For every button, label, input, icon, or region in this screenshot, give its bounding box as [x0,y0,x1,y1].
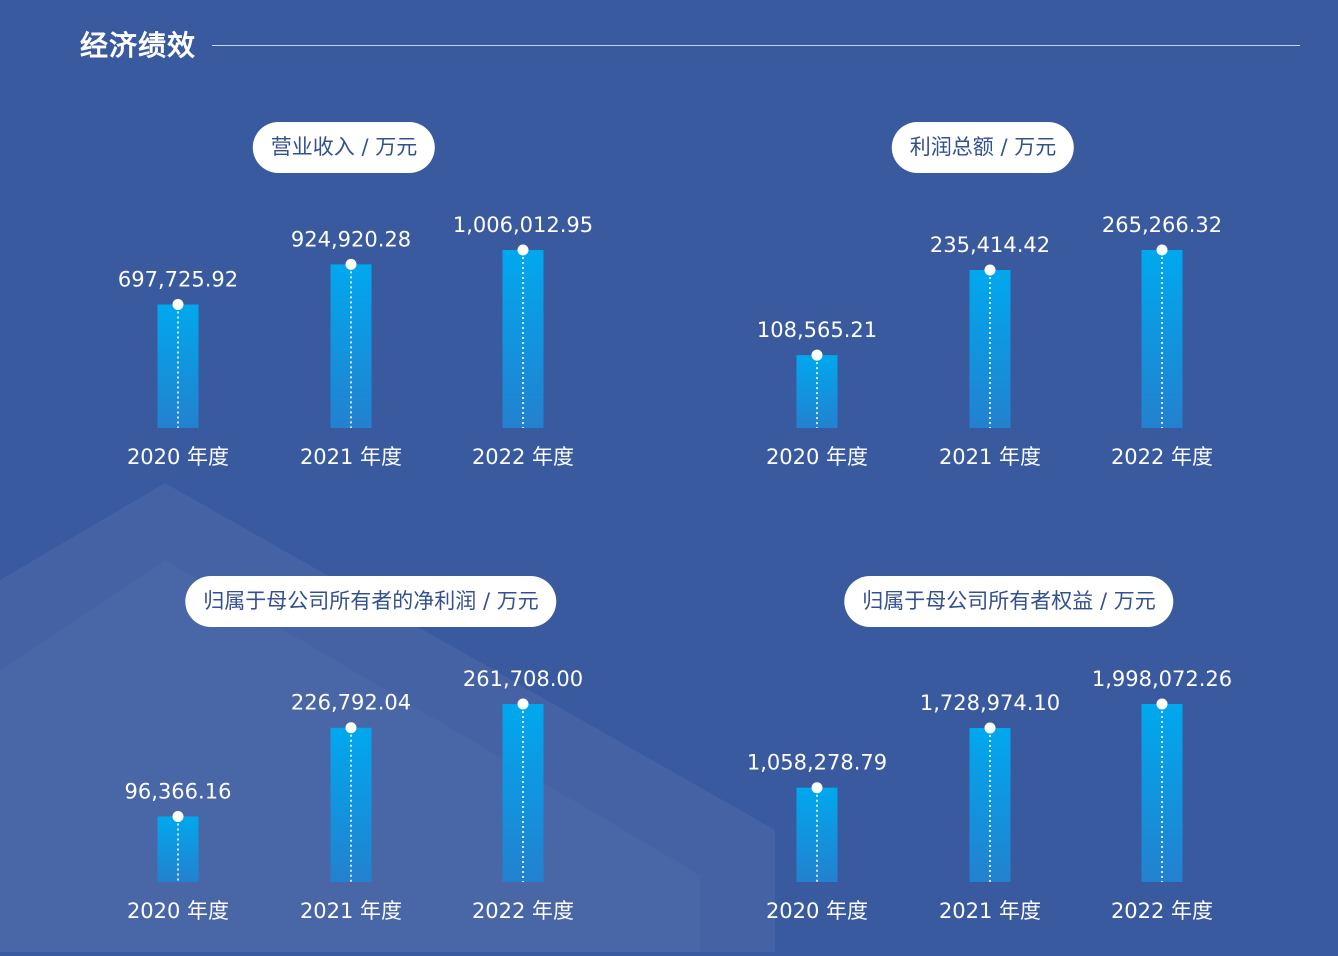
bar-chart-equity: 1,058,278.79 2020 年度 1,728,974.10 2021 年度 1,… [719,667,1294,923]
bar-top-marker [345,722,357,734]
bar-top-marker [1156,244,1168,256]
category-label: 2022 年度 [472,445,574,469]
data-label: 1,058,278.79 [747,751,887,775]
category-label: 2020 年度 [127,445,229,469]
bar-revenue-1 [330,264,372,428]
data-label: 96,366.16 [125,779,232,803]
bar-top-marker [984,264,996,276]
category-label: 2022 年度 [1111,899,1213,923]
section-title: 经济绩效 [80,29,197,62]
chart-title-revenue: 营业收入 / 万元 [252,122,436,173]
bar-top-marker [517,244,529,256]
category-label: 2022 年度 [1111,445,1213,469]
bar-top-marker [517,698,529,710]
category-label: 2021 年度 [939,899,1041,923]
chart-panel-total-profit: 利润总额 / 万元 108,565.21 2020 年度 235,414.42 202… [719,122,1338,502]
data-label: 1,728,974.10 [920,691,1060,715]
category-label: 2021 年度 [939,445,1041,469]
bar-chart-revenue: 697,725.92 2020 年度 924,920.28 2021 年度 1,006,… [80,213,655,469]
chart-panel-revenue: 营业收入 / 万元 697,725.92 2020 年度 924,920.28 202… [80,122,700,502]
data-label: 108,565.21 [757,318,877,342]
category-label: 2021 年度 [300,899,402,923]
category-label: 2022 年度 [472,899,574,923]
bar-top-marker [172,299,184,311]
data-label: 924,920.28 [291,227,411,251]
chart-title-net-profit: 归属于母公司所有者的净利润 / 万元 [185,576,557,627]
data-label: 226,792.04 [291,691,411,715]
data-label: 265,266.32 [1102,213,1222,237]
data-label: 235,414.42 [930,233,1050,257]
chart-title-equity: 归属于母公司所有者权益 / 万元 [844,576,1174,627]
bar-top-marker [811,782,823,794]
bar-chart-total-profit: 108,565.21 2020 年度 235,414.42 2021 年度 265,26… [719,213,1294,469]
bar-chart-net-profit: 96,366.16 2020 年度 226,792.04 2021 年度 261,708… [80,667,655,923]
category-label: 2021 年度 [300,445,402,469]
chart-title-total-profit: 利润总额 / 万元 [891,122,1075,173]
chart-panel-equity: 归属于母公司所有者权益 / 万元 1,058,278.79 2020 年度 1,72… [719,576,1338,956]
data-label: 1,998,072.26 [1092,667,1232,691]
bar-top-marker [984,722,996,734]
data-label: 1,006,012.95 [453,213,593,237]
bar-total-profit-0 [796,355,838,428]
chart-panel-net-profit: 归属于母公司所有者的净利润 / 万元 96,366.16 2020 年度 226,7… [80,576,700,956]
bar-top-marker [811,349,823,361]
category-label: 2020 年度 [766,899,868,923]
data-label: 697,725.92 [118,268,238,292]
bar-top-marker [172,810,184,822]
data-label: 261,708.00 [463,667,583,691]
category-label: 2020 年度 [766,445,868,469]
category-label: 2020 年度 [127,899,229,923]
bar-top-marker [345,258,357,270]
bar-top-marker [1156,698,1168,710]
section-header: 经济绩效 [80,22,1300,66]
header-divider [212,44,1300,46]
